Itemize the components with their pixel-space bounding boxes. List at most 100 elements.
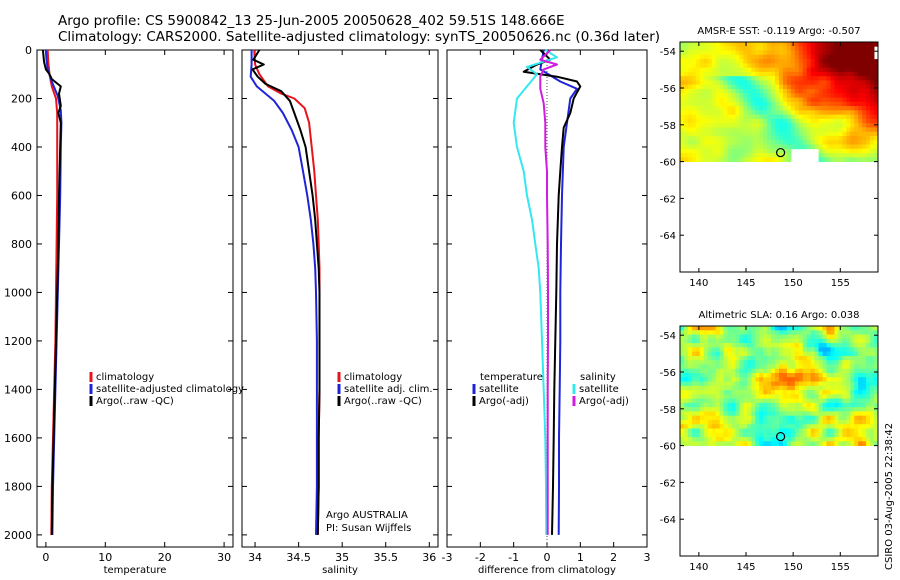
heatmap-cell (814, 411, 819, 417)
heatmap-cell (759, 343, 764, 348)
heatmap-cell (834, 54, 839, 60)
heatmap-cell (759, 355, 764, 361)
heatmap-cell (866, 326, 871, 331)
heatmap-cell (699, 71, 705, 77)
heatmap-cell (818, 419, 823, 425)
heatmap-cell (771, 402, 776, 408)
heatmap-cell (707, 347, 713, 353)
heatmap-cell (854, 432, 859, 438)
heatmap-cell (775, 419, 780, 425)
heatmap-cell (866, 411, 871, 417)
heatmap-cell (842, 364, 847, 370)
heatmap-cell (834, 63, 839, 69)
heatmap-cell (854, 118, 859, 124)
heatmap-cell (739, 157, 744, 162)
heatmap-cell (838, 93, 843, 98)
heatmap-cell (735, 428, 740, 434)
heatmap-cell (779, 131, 784, 137)
heatmap-cell (779, 106, 784, 111)
heatmap-cell (683, 106, 689, 111)
heatmap-cell (830, 50, 835, 56)
heatmap-cell (830, 153, 835, 158)
heatmap-cell (779, 153, 784, 158)
heatmap-cell (782, 157, 788, 162)
heatmap-cell (834, 398, 839, 404)
heatmap-cell (834, 424, 839, 429)
heatmap-cell (707, 97, 713, 103)
heatmap-cell (858, 377, 863, 382)
heatmap-cell (870, 360, 875, 365)
heatmap-cell (842, 338, 847, 344)
heatmap-cell (866, 428, 871, 434)
heatmap-cell (846, 135, 851, 141)
heatmap-cell (767, 415, 772, 421)
heatmap-cell (854, 59, 859, 64)
heatmap-cell (830, 360, 835, 365)
heatmap-cell (695, 127, 701, 133)
heatmap-cell (850, 76, 855, 81)
heatmap-cell (814, 46, 819, 51)
legend-label: Argo(..raw -QC) (344, 396, 422, 407)
heatmap-cell (858, 42, 863, 47)
heatmap-cell (687, 46, 693, 51)
heatmap-cell (814, 390, 819, 395)
heatmap-cell (790, 377, 796, 382)
heatmap-cell (814, 368, 819, 374)
heatmap-cell (751, 377, 756, 382)
heatmap-cell (790, 127, 796, 133)
heatmap-cell (699, 394, 705, 400)
heatmap-cell (822, 148, 827, 154)
heatmap-cell (802, 59, 808, 64)
heatmap-cell (735, 372, 740, 378)
heatmap-cell (830, 131, 835, 137)
heatmap-cell (759, 54, 764, 60)
heatmap-cell (755, 110, 760, 116)
heatmap-cell (727, 360, 732, 365)
heatmap-cell (866, 343, 871, 348)
heatmap-cell (759, 334, 764, 340)
heatmap-cell (699, 63, 705, 69)
heatmap-cell (854, 144, 859, 150)
heatmap-cell (703, 46, 709, 51)
heatmap-cell (691, 432, 697, 438)
heatmap-cell (683, 153, 689, 158)
heatmap-cell (767, 398, 772, 404)
y-tick-label: -60 (660, 442, 676, 453)
heatmap-cell (790, 71, 796, 77)
heatmap-cell (806, 330, 812, 335)
heatmap-cell (826, 355, 831, 361)
heatmap-cell (786, 330, 792, 335)
heatmap-cell (755, 402, 760, 408)
heatmap-cell (782, 390, 788, 395)
heatmap-cell (786, 153, 792, 158)
heatmap-cell (695, 140, 701, 145)
heatmap-cell (846, 415, 851, 421)
heatmap-cell (806, 97, 812, 103)
heatmap-cell (854, 50, 859, 56)
heatmap-cell (735, 343, 740, 348)
heatmap-cell (874, 398, 879, 404)
heatmap-cell (755, 330, 760, 335)
heatmap-cell (699, 334, 705, 340)
heatmap-cell (707, 364, 713, 370)
heatmap-cell (862, 334, 867, 340)
heatmap-cell (683, 67, 689, 73)
heatmap-cell (786, 123, 792, 128)
heatmap-cell (838, 402, 843, 408)
heatmap-cell (822, 106, 827, 111)
heatmap-cell (830, 157, 835, 162)
heatmap-cell (858, 351, 863, 357)
heatmap-cell (767, 84, 772, 90)
heatmap-cell (715, 368, 720, 374)
heatmap-cell (680, 93, 685, 98)
heatmap-cell (751, 441, 756, 446)
heatmap-cell (751, 101, 756, 107)
heatmap-cell (687, 428, 693, 434)
heatmap-cell (763, 415, 768, 421)
heatmap-cell (782, 368, 788, 374)
heatmap-cell (695, 93, 701, 98)
heatmap-cell (818, 394, 823, 400)
heatmap-cell (850, 432, 855, 438)
heatmap-cell (810, 63, 816, 69)
heatmap-cell (751, 347, 756, 353)
